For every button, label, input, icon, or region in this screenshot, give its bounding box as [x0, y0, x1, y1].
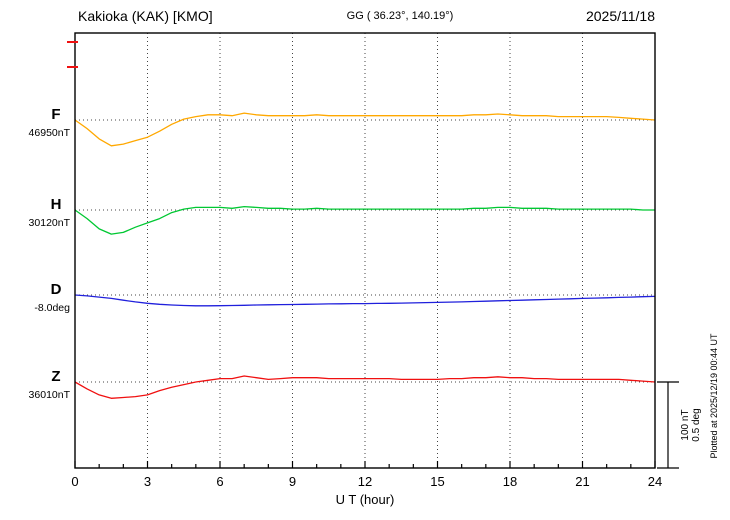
scale-label-nt: 100 nT [680, 409, 691, 440]
x-tick-label: 6 [216, 474, 223, 489]
scale-bar [657, 381, 679, 469]
trace-layer: F 46950nT H 30120nT D -8.0deg Z 36010nT [29, 106, 656, 401]
trace-D [74, 294, 656, 307]
series-letter-H: H [51, 196, 62, 213]
x-tick-label: 18 [503, 474, 517, 489]
trace-Z [74, 375, 656, 399]
geographic-coords: GG ( 36.23°, 140.19°) [347, 10, 454, 22]
x-tick-label: 3 [144, 474, 151, 489]
x-tick-label: 12 [358, 474, 372, 489]
x-tick-label: 24 [648, 474, 662, 489]
series-letter-F: F [51, 106, 60, 123]
x-tick-label: 15 [430, 474, 444, 489]
trace-H [74, 205, 655, 235]
x-tick-label: 21 [575, 474, 589, 489]
grid-layer: 0 3 6 9 12 15 18 21 24 [71, 33, 662, 489]
trace-F [74, 112, 656, 147]
series-baseline-value-H: 30120nT [29, 217, 71, 229]
series-baseline-value-Z: 36010nT [29, 389, 71, 401]
station-title: Kakioka (KAK) [KMO] [78, 8, 213, 24]
series-baseline-value-F: 46950nT [29, 127, 71, 139]
plot-frame [74, 32, 656, 469]
x-axis-title: U T (hour) [336, 492, 395, 507]
date-label: 2025/11/18 [586, 8, 655, 24]
series-letter-Z: Z [51, 368, 60, 385]
plotted-at-label: Plotted at 2025/12/19 00:44 UT [709, 333, 719, 459]
x-tick-label: 0 [71, 474, 78, 489]
series-baseline-value-D: -8.0deg [34, 302, 70, 314]
x-tick-label: 9 [289, 474, 296, 489]
series-letter-D: D [51, 281, 62, 298]
scale-label-deg: 0.5 deg [691, 408, 702, 441]
